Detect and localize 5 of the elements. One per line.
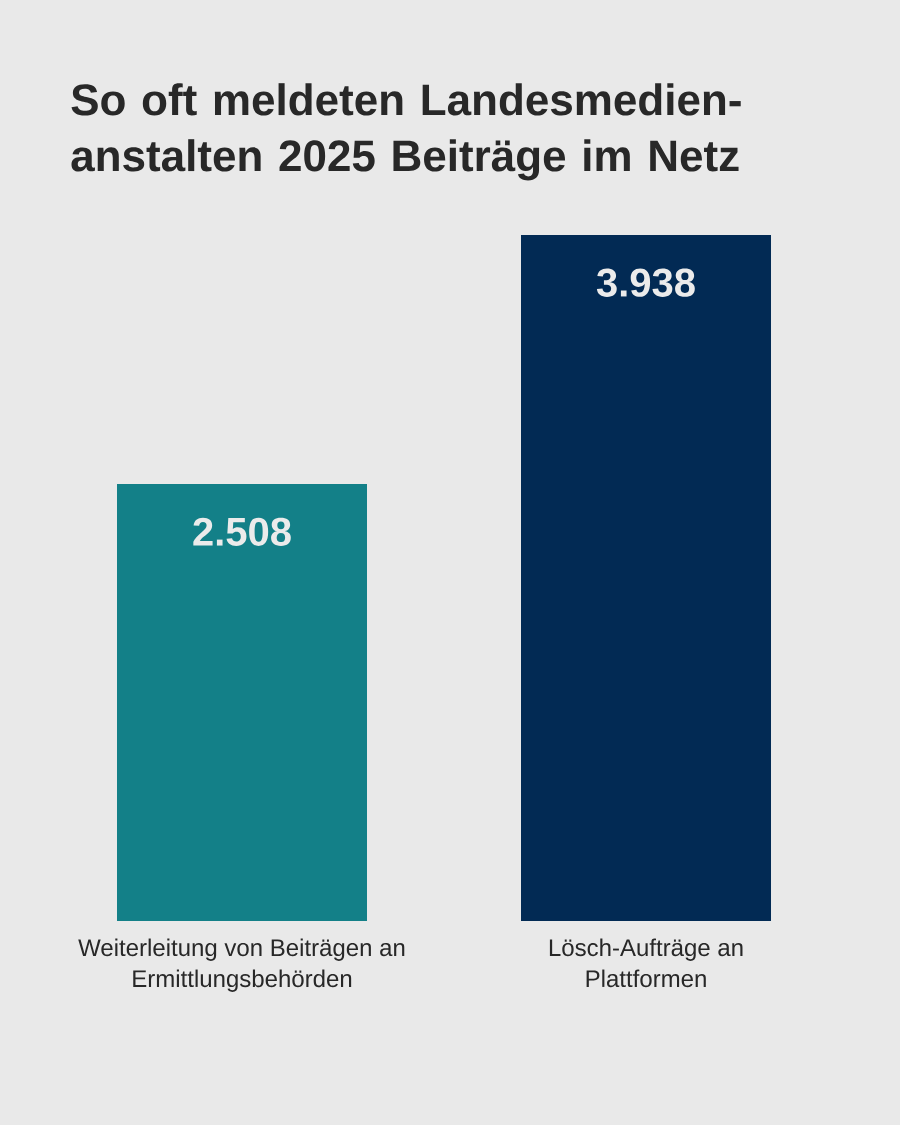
x-tick-label: Weiterleitung von Beiträgen an Ermittlungsbehörden (78, 938, 405, 992)
data-label: 3.938 (596, 268, 695, 297)
data-label: 2.508 (193, 517, 291, 546)
x-tick-label: Lösch-Aufträge an Plattformen (549, 938, 743, 988)
chart-title: So oft meldeten Landesmedien-anstalten 2025 Beiträge im Netz (71, 83, 741, 181)
